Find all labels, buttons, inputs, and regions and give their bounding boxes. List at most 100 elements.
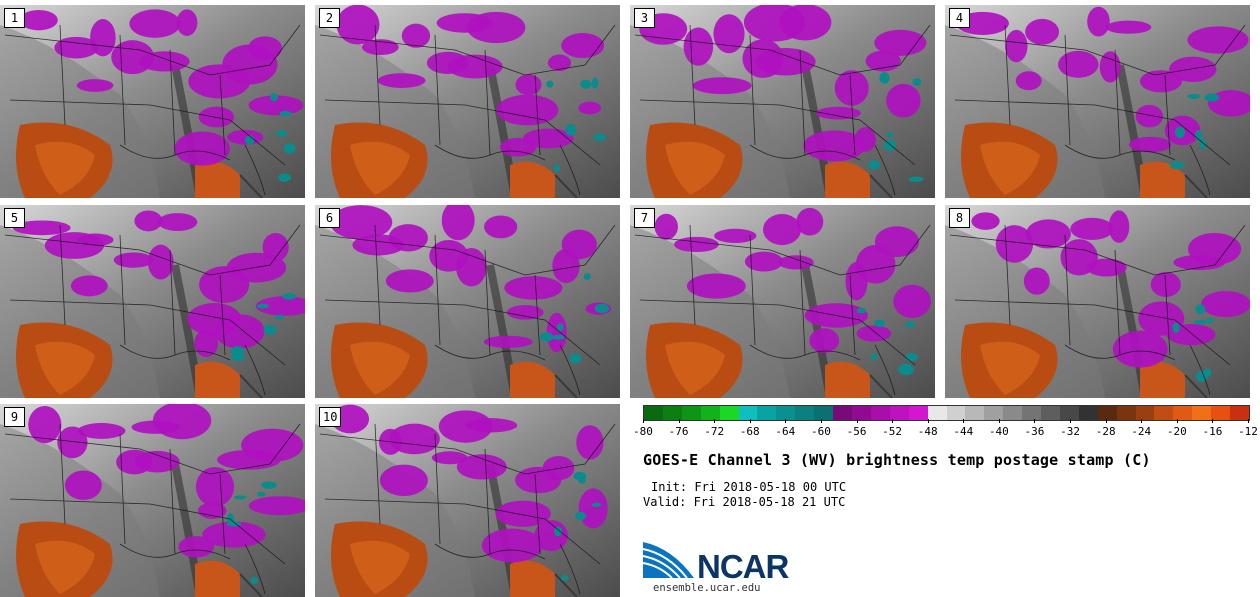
init-time: Init: Fri 2018-05-18 00 UTC (651, 480, 847, 494)
colorbar-segment (1097, 406, 1117, 420)
colorbar-segment (1211, 406, 1231, 420)
map-panel: 5 (0, 205, 305, 398)
colorbar-segment (1078, 406, 1098, 420)
colorbar-segment (1135, 406, 1155, 420)
colorbar-tick (1141, 419, 1143, 423)
colorbar-segment (1059, 406, 1079, 420)
panel-number-label: 10 (319, 407, 342, 427)
colorbar-tick (1105, 419, 1107, 423)
colorbar-segment (814, 406, 834, 420)
map-panel: 1 (0, 5, 305, 198)
colorbar-segment (870, 406, 890, 420)
map-panel: 2 (315, 5, 620, 198)
colorbar-tick (820, 419, 822, 423)
colorbar-tick-label: -12 (1238, 425, 1258, 438)
map-panel: 10 (315, 404, 620, 597)
colorbar-segment (1230, 406, 1249, 420)
colorbar (643, 405, 1250, 421)
colorbar-segment (700, 406, 720, 420)
map-panel: 9 (0, 404, 305, 597)
colorbar-tick-label: -60 (811, 425, 831, 438)
colorbar-segment (662, 406, 682, 420)
panel-number-label: 3 (634, 8, 655, 28)
colorbar-tick-label: -76 (668, 425, 689, 438)
colorbar-tick-label: -64 (775, 425, 796, 438)
water-vapor-map (945, 5, 1250, 198)
map-panel: 8 (945, 205, 1250, 398)
colorbar-tick-label: -80 (633, 425, 653, 438)
water-vapor-map (0, 404, 305, 597)
colorbar-tick (678, 419, 680, 423)
colorbar-tick-label: -48 (917, 425, 938, 438)
water-vapor-map (315, 205, 620, 398)
colorbar-segment (738, 406, 758, 420)
colorbar-tick-label: -32 (1060, 425, 1080, 438)
colorbar-tick (643, 419, 644, 423)
colorbar-tick (1070, 419, 1072, 423)
colorbar-segment (965, 406, 985, 420)
colorbar-tick-label: -44 (953, 425, 974, 438)
water-vapor-map (315, 5, 620, 198)
water-vapor-map (315, 404, 620, 597)
colorbar-tick (1248, 419, 1249, 423)
colorbar-segment (1022, 406, 1042, 420)
water-vapor-map (630, 5, 935, 198)
colorbar-segment (757, 406, 777, 420)
colorbar-tick (714, 419, 716, 423)
colorbar-segment (1003, 406, 1023, 420)
colorbar-tick-label: -20 (1166, 425, 1187, 438)
colorbar-segment (1041, 406, 1060, 420)
colorbar-tick (892, 419, 894, 423)
panel-number-label: 6 (319, 208, 340, 228)
colorbar-tick-label: -40 (988, 425, 1009, 438)
colorbar-segment (1116, 406, 1136, 420)
colorbar-tick (785, 419, 787, 423)
map-panel: 3 (630, 5, 935, 198)
colorbar-tick-label: -24 (1131, 425, 1152, 438)
colorbar-tick (1034, 419, 1036, 423)
map-panel: 6 (315, 205, 620, 398)
panel-number-label: 8 (949, 208, 970, 228)
water-vapor-map (945, 205, 1250, 398)
site-url: ensemble.ucar.edu (653, 582, 761, 594)
colorbar-segment (927, 406, 947, 420)
colorbar-segment (946, 406, 966, 420)
colorbar-tick-label: -72 (704, 425, 725, 438)
valid-time: Valid: Fri 2018-05-18 21 UTC (643, 495, 846, 509)
ncar-logo-icon (642, 542, 694, 579)
colorbar-tick (856, 419, 858, 423)
colorbar-segment (1192, 406, 1212, 420)
water-vapor-map (0, 205, 305, 398)
colorbar-segment (681, 406, 701, 420)
water-vapor-map (0, 5, 305, 198)
colorbar-tick-label: -28 (1095, 425, 1116, 438)
colorbar-segment (644, 406, 663, 420)
colorbar-segment (776, 406, 796, 420)
colorbar-tick (1212, 419, 1214, 423)
colorbar-segment (908, 406, 928, 420)
colorbar-segment (889, 406, 909, 420)
chart-title: GOES-E Channel 3 (WV) brightness temp po… (643, 451, 1151, 469)
colorbar-segment (984, 406, 1004, 420)
colorbar-tick (963, 419, 965, 423)
panel-number-label: 1 (4, 8, 25, 28)
colorbar-tick (927, 419, 929, 423)
map-panel: 7 (630, 205, 935, 398)
colorbar-segment (795, 406, 815, 420)
colorbar-tick (749, 419, 751, 423)
colorbar-tick-label: -68 (739, 425, 760, 438)
colorbar-tick-label: -52 (882, 425, 903, 438)
colorbar-tick (1176, 419, 1178, 423)
colorbar-segment (833, 406, 852, 420)
panel-number-label: 5 (4, 208, 25, 228)
water-vapor-map (630, 205, 935, 398)
colorbar-segment (1154, 406, 1174, 420)
colorbar-segment (851, 406, 871, 420)
panel-number-label: 7 (634, 208, 655, 228)
panel-number-label: 9 (4, 407, 25, 427)
colorbar-tick-label: -16 (1202, 425, 1223, 438)
colorbar-tick (998, 419, 1000, 423)
colorbar-segment (1173, 406, 1193, 420)
ncar-logo-text: NCAR (697, 548, 789, 585)
panel-number-label: 2 (319, 8, 340, 28)
